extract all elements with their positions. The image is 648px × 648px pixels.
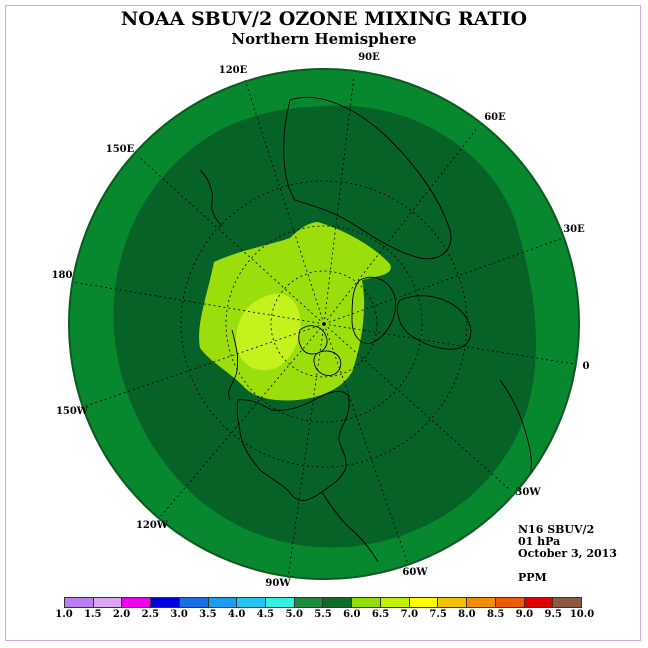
colorbar-segment: [438, 598, 468, 607]
colorbar-tick-label: 8.5: [486, 609, 505, 620]
longitude-labels: 90E 60E 30E 0 30W 60W 90W 120W 150W 180 …: [52, 52, 590, 589]
colorbar-tick-label: 6.0: [343, 609, 361, 620]
lon-label-30e: 30E: [563, 224, 585, 235]
colorbar-tick-label: 2.0: [112, 609, 131, 620]
lon-label-30w: 30W: [515, 487, 541, 498]
colorbar-tick-label: 4.0: [227, 609, 246, 620]
satellite-label: N16 SBUV/2: [518, 523, 595, 536]
colorbar-tick-label: 8.0: [458, 609, 476, 620]
lon-label-60w: 60W: [402, 567, 428, 578]
meridian-60w: [323, 323, 409, 565]
colorbar: [64, 597, 582, 608]
colorbar-tick-label: 7.5: [429, 609, 447, 620]
lon-label-120w: 120W: [136, 520, 169, 531]
colorbar-tick-label: 1.5: [84, 609, 102, 620]
colorbar-segment: [467, 598, 496, 607]
lon-label-150e: 150E: [106, 144, 135, 155]
lat-circle-45: [180, 180, 468, 468]
ozone-band-6-5: [236, 293, 301, 371]
pressure-level-label: 01 hPa: [518, 535, 561, 548]
frame-border: [5, 5, 641, 641]
colorbar-segment: [553, 598, 581, 607]
colorbar-tick-label: 3.5: [199, 609, 217, 620]
meridian-90e: [323, 75, 355, 325]
colorbar-segment: [294, 598, 324, 607]
colorbar-tick-label: 2.5: [141, 609, 160, 620]
colorbar-segment: [208, 598, 238, 607]
colorbar-segment: [93, 598, 123, 607]
lon-label-120e: 120E: [219, 65, 248, 76]
lat-circle-60: [225, 225, 423, 423]
lon-label-90w: 90W: [265, 578, 291, 589]
lon-label-180: 180: [52, 270, 73, 281]
colorbar-segment: [524, 598, 554, 607]
colorbar-segment: [495, 598, 525, 607]
lon-label-60e: 60E: [484, 112, 506, 123]
unit-label: PPM: [518, 571, 547, 584]
date-label: October 3, 2013: [518, 547, 617, 560]
colorbar-tick-label: 9.5: [544, 609, 562, 620]
colorbar-tick-label: 7.0: [400, 609, 419, 620]
globe-outline: [68, 68, 580, 580]
meridian-150w: [79, 323, 325, 409]
colorbar-tick-label: 5.5: [314, 609, 332, 620]
colorbar-tick-label: 1.0: [55, 609, 73, 620]
colorbar-tick-label: 3.0: [170, 609, 188, 620]
colorbar-segment: [380, 598, 410, 607]
colorbar-segment: [179, 598, 209, 607]
lon-label-150w: 150W: [56, 406, 89, 417]
colorbar-segment: [237, 598, 267, 607]
colorbar-segment: [409, 598, 439, 607]
map-title: NOAA SBUV/2 OZONE MIXING RATIO: [120, 8, 528, 30]
lon-label-0: 0: [583, 361, 590, 372]
meridian-120w: [160, 323, 325, 517]
colorbar-tick-label: 4.5: [256, 609, 275, 620]
lat-circle-75: [270, 270, 378, 378]
meridian-60e: [323, 126, 479, 325]
colorbar-segment: [151, 598, 180, 607]
colorbar-segment: [122, 598, 152, 607]
colorbar-tick-label: 5.0: [285, 609, 303, 620]
colorbar-tick-label: 6.5: [371, 609, 390, 620]
colorbar-tick-label: 10.0: [569, 609, 595, 620]
map-subtitle: Northern Hemisphere: [231, 30, 417, 48]
colorbar-segment: [352, 598, 381, 607]
colorbar-segment: [266, 598, 295, 607]
meridian-0: [323, 323, 575, 365]
meridian-150e: [139, 157, 325, 325]
lon-label-90e: 90E: [358, 52, 380, 63]
meridian-30e: [323, 237, 564, 325]
graticule: [72, 75, 575, 579]
colorbar-segment: [323, 598, 353, 607]
meridian-30w: [323, 323, 510, 490]
colorbar-tick-label: 9.0: [515, 609, 534, 620]
colorbar-segment: [65, 598, 94, 607]
